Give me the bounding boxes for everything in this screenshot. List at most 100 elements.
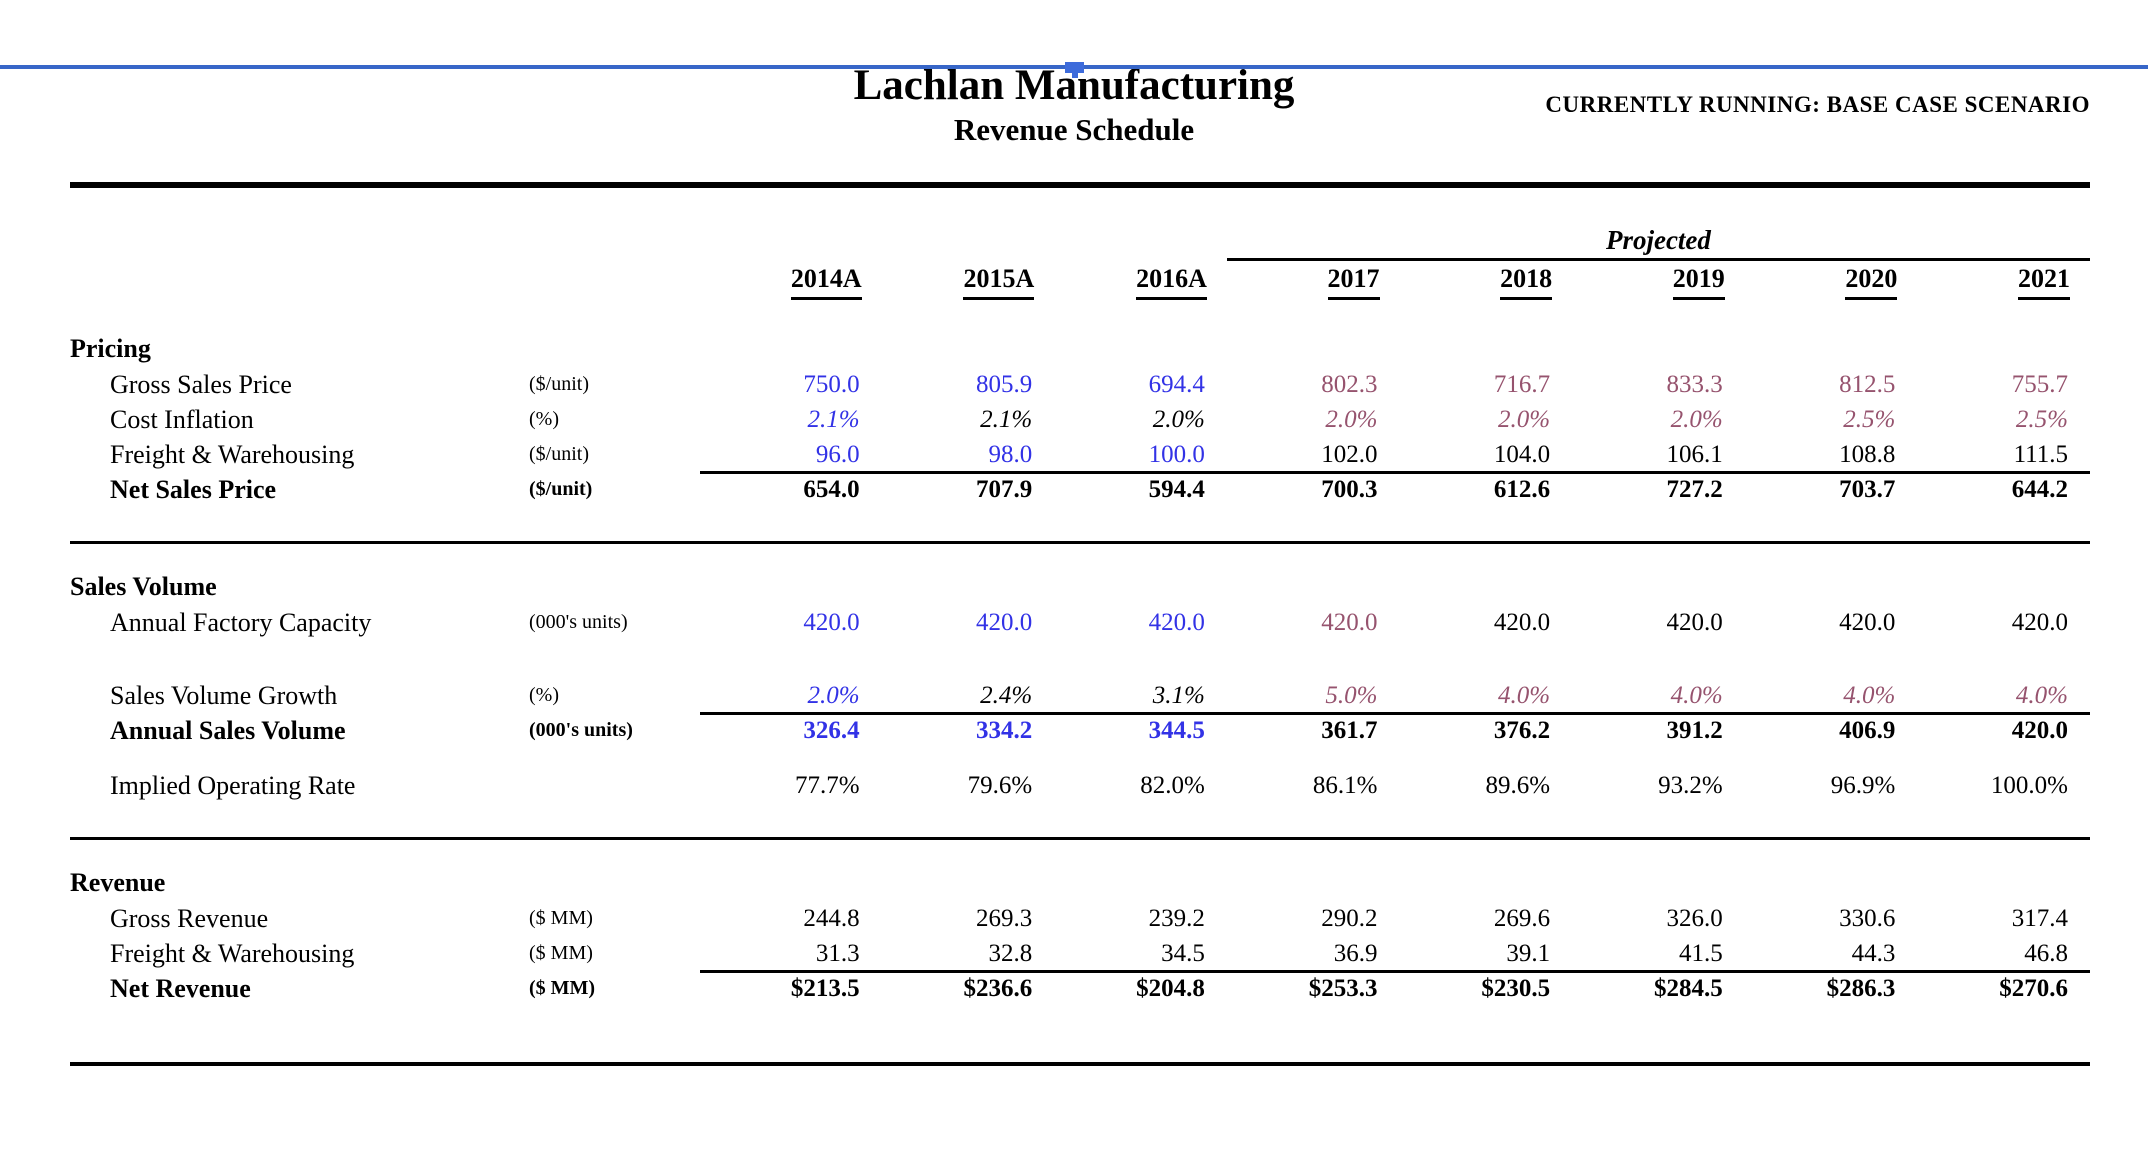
value-cell: 334.2 — [976, 716, 1033, 744]
year-column-header: 2014A — [709, 264, 882, 301]
row-label: Gross Sales Price — [110, 369, 292, 399]
year-column-header: 2021 — [1917, 264, 2090, 301]
value-cell: $286.3 — [1826, 974, 1896, 1002]
value-cell: 100.0% — [1990, 771, 2068, 799]
year-column-header: 2016A — [1054, 264, 1227, 301]
section-divider — [70, 541, 2090, 545]
section-title: Pricing — [70, 333, 151, 363]
year-header-row: 2014A 2015A 2016A 2017 2018 2019 2020 2021 — [70, 258, 2090, 306]
value-cell: 2.5% — [1843, 405, 1896, 433]
value-cell: 326.0 — [1666, 904, 1723, 932]
value-cell: 269.6 — [1493, 904, 1551, 932]
value-cell: 41.5 — [1679, 939, 1723, 967]
value-cell: 420.0 — [1666, 608, 1723, 636]
value-cell: 89.6% — [1485, 771, 1551, 799]
projected-header-row: Projected — [70, 222, 2090, 262]
table-row: Net Sales Price ($/unit) 654.0 707.9 594.4 70… — [70, 471, 2090, 507]
value-cell: 244.8 — [803, 904, 860, 932]
value-cell: 111.5 — [2013, 440, 2068, 468]
value-cell: 98.0 — [988, 440, 1033, 468]
row-label: Sales Volume Growth — [110, 680, 338, 710]
selection-handle-tab[interactable] — [1072, 73, 1078, 78]
row-unit: (000's units) — [529, 611, 628, 634]
value-cell: 39.1 — [1506, 939, 1551, 967]
spacer-row — [70, 748, 2090, 768]
row-label: Implied Operating Rate — [110, 770, 356, 800]
scenario-banner: CURRENTLY RUNNING: BASE CASE SCENARIO — [1545, 92, 2090, 117]
row-label: Net Revenue — [110, 973, 251, 1003]
value-cell: 361.7 — [1321, 716, 1378, 744]
value-cell: 420.0 — [1148, 608, 1205, 636]
value-cell: 269.3 — [976, 904, 1033, 932]
value-cell: 46.8 — [2024, 939, 2068, 967]
value-cell: 703.7 — [1839, 475, 1896, 503]
value-cell: 290.2 — [1321, 904, 1378, 932]
year-column-header: 2018 — [1400, 264, 1573, 301]
value-cell: 612.6 — [1493, 475, 1551, 503]
row-unit: ($/unit) — [529, 478, 593, 501]
year-column-header: 2015A — [882, 264, 1055, 301]
spacer-row — [70, 640, 2090, 678]
value-cell: 707.9 — [976, 475, 1033, 503]
value-cell: 755.7 — [2011, 370, 2068, 398]
value-cell: 2.5% — [2015, 405, 2068, 433]
row-label: Net Sales Price — [110, 474, 277, 504]
value-cell: 102.0 — [1321, 440, 1378, 468]
value-cell: 79.6% — [967, 771, 1033, 799]
value-cell: $204.8 — [1136, 974, 1205, 1002]
value-cell: 420.0 — [976, 608, 1033, 636]
projected-header: Projected — [1226, 222, 2090, 262]
value-cell: 716.7 — [1493, 370, 1551, 398]
value-cell: $270.6 — [1999, 974, 2068, 1002]
value-cell: 317.4 — [2011, 904, 2068, 932]
row-unit: (000's units) — [529, 719, 633, 742]
section-title: Sales Volume — [70, 571, 217, 601]
title-divider — [70, 182, 2090, 189]
row-label: Annual Factory Capacity — [110, 607, 372, 637]
row-unit: ($ MM) — [529, 907, 593, 930]
table-row: Sales Volume Growth (%) 2.0% 2.4% 3.1% 5.0% 4.… — [70, 678, 2090, 713]
value-cell: 420.0 — [2011, 608, 2068, 636]
row-unit: ($/unit) — [529, 373, 589, 396]
subtotal-topline — [700, 970, 2090, 974]
revenue-schedule-table: Projected 2014A 2015A 2016A 2017 2018 2019 202… — [70, 222, 2090, 1067]
value-cell: 391.2 — [1666, 716, 1723, 744]
section-divider — [70, 837, 2090, 841]
row-label: Freight & Warehousing — [110, 439, 355, 469]
row-unit: (%) — [529, 408, 559, 431]
table-row: Cost Inflation (%) 2.1% 2.1% 2.0% 2.0% 2.0% 2.0… — [70, 402, 2090, 437]
value-cell: 812.5 — [1839, 370, 1896, 398]
value-cell: $253.3 — [1308, 974, 1378, 1002]
bottom-divider — [70, 1062, 2090, 1067]
table-row: Freight & Warehousing ($/unit) 96.0 98.0 100… — [70, 437, 2090, 472]
value-cell: 5.0% — [1325, 681, 1378, 709]
table-row: Implied Operating Rate 77.7% 79.6% 82.0% 86.… — [70, 768, 2090, 803]
year-column-header: 2017 — [1227, 264, 1400, 301]
row-label: Freight & Warehousing — [110, 938, 355, 968]
value-cell: 77.7% — [795, 771, 860, 799]
row-unit: ($/unit) — [529, 443, 589, 466]
value-cell: 2.4% — [980, 681, 1033, 709]
value-cell: 805.9 — [976, 370, 1033, 398]
value-cell: 108.8 — [1839, 440, 1896, 468]
value-cell: 82.0% — [1140, 771, 1205, 799]
value-cell: 330.6 — [1839, 904, 1896, 932]
table-row: Annual Factory Capacity (000's units) 420.… — [70, 605, 2090, 640]
value-cell: 420.0 — [1493, 608, 1551, 636]
value-cell: 34.5 — [1161, 939, 1205, 967]
value-cell: 104.0 — [1493, 440, 1551, 468]
value-cell: 694.4 — [1148, 370, 1205, 398]
selection-handle[interactable] — [1065, 62, 1084, 73]
value-cell: 100.0 — [1148, 440, 1205, 468]
row-label: Cost Inflation — [110, 404, 254, 434]
value-cell: 4.0% — [2015, 681, 2068, 709]
row-unit: ($ MM) — [529, 942, 593, 965]
value-cell: 32.8 — [988, 939, 1033, 967]
value-cell: 376.2 — [1493, 716, 1551, 744]
value-cell: 420.0 — [1839, 608, 1896, 636]
value-cell: $213.5 — [790, 974, 860, 1002]
value-cell: 406.9 — [1839, 716, 1896, 744]
row-label: Annual Sales Volume — [110, 715, 346, 745]
value-cell: 2.0% — [1670, 405, 1723, 433]
value-cell: 727.2 — [1666, 475, 1723, 503]
